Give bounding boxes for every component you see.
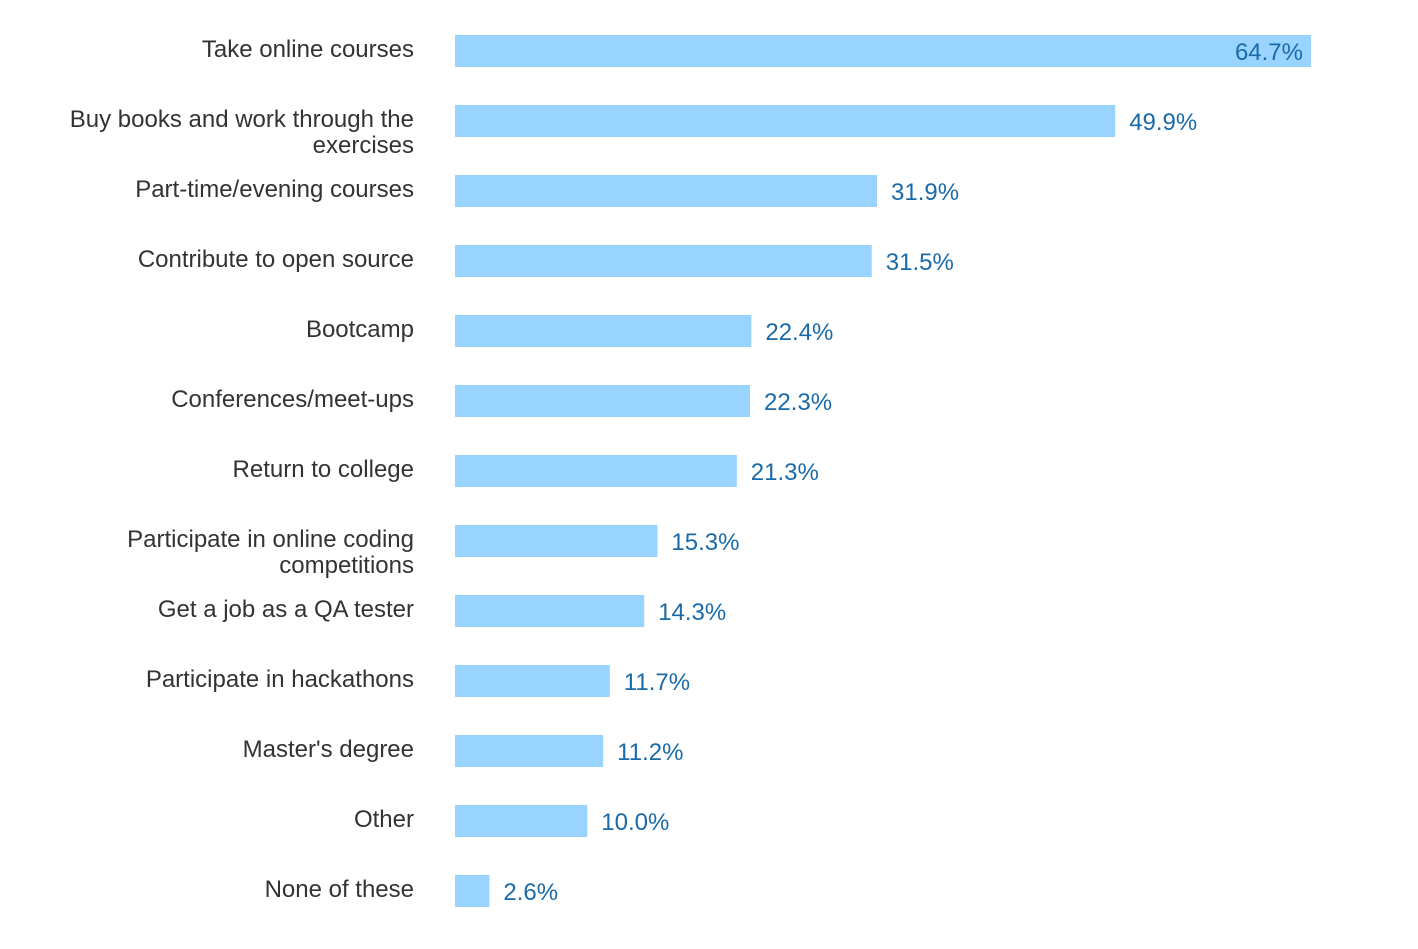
category-label: Participate in hackathons <box>146 666 414 693</box>
category-label: Master's degree <box>243 736 414 763</box>
value-label: 14.3% <box>658 599 726 626</box>
category-label: Part-time/evening courses <box>135 176 414 203</box>
bar <box>455 175 878 207</box>
value-label: 49.9% <box>1129 109 1197 136</box>
value-labels-group: 64.7% 49.9% 31.9% 31.5% 22.4% 22.3% 21.3% 15.3%… <box>503 39 1303 906</box>
bar <box>455 805 588 837</box>
bar <box>455 315 752 347</box>
bar <box>455 245 872 277</box>
category-label: Conferences/meet-ups <box>171 386 414 413</box>
bar <box>455 595 645 627</box>
category-label: Participate in online coding competitions <box>127 526 414 579</box>
category-label: Get a job as a QA tester <box>158 596 414 623</box>
value-label: 10.0% <box>601 809 669 836</box>
value-label: 21.3% <box>751 459 819 486</box>
bar <box>455 875 490 907</box>
value-label: 64.7% <box>1235 39 1303 66</box>
category-label: None of these <box>265 876 414 903</box>
value-label: 31.9% <box>891 179 959 206</box>
bar <box>455 35 1311 67</box>
bars-group <box>455 35 1311 907</box>
bar <box>455 105 1116 137</box>
category-label: Other <box>354 806 414 833</box>
category-label: Take online courses <box>202 36 414 63</box>
category-label: Bootcamp <box>306 316 414 343</box>
category-labels-group: Take online courses Buy books and work th… <box>70 36 414 903</box>
category-label: Return to college <box>233 456 414 483</box>
bar <box>455 525 658 557</box>
bar <box>455 735 604 767</box>
bar <box>455 455 737 487</box>
value-label: 22.4% <box>765 319 833 346</box>
value-label: 2.6% <box>503 879 558 906</box>
category-label: Contribute to open source <box>138 246 414 273</box>
value-label: 31.5% <box>886 249 954 276</box>
bar <box>455 665 610 697</box>
value-label: 11.2% <box>617 739 683 766</box>
value-label: 11.7% <box>624 669 690 696</box>
value-label: 15.3% <box>671 529 739 556</box>
category-label: Buy books and work through the exercises <box>70 106 414 159</box>
value-label: 22.3% <box>764 389 832 416</box>
bar <box>455 385 751 417</box>
